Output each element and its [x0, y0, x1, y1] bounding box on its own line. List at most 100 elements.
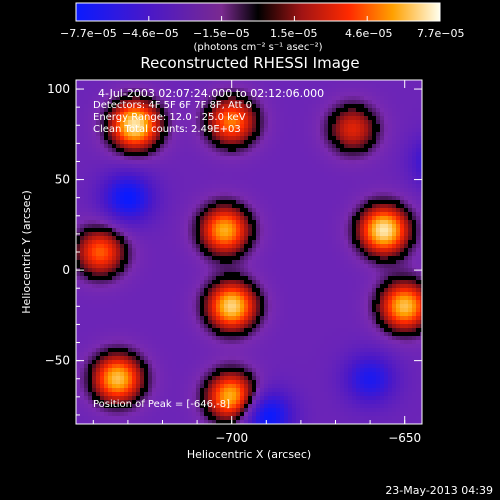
heatmap-cell — [120, 244, 124, 248]
heatmap-cell — [236, 264, 240, 268]
heatmap-cell — [276, 132, 280, 136]
heatmap-cell — [356, 136, 360, 140]
heatmap-cell — [148, 116, 152, 120]
heatmap-cell — [112, 200, 116, 204]
heatmap-cell — [332, 188, 336, 192]
heatmap-cell — [216, 136, 220, 140]
heatmap-cell — [300, 176, 304, 180]
heatmap-cell — [188, 104, 192, 108]
heatmap-cell — [316, 164, 320, 168]
heatmap-cell — [360, 260, 364, 264]
heatmap-cell — [168, 112, 172, 116]
colorbar-tick-label-3: 1.5e−05 — [270, 27, 317, 40]
heatmap-cell — [228, 144, 232, 148]
heatmap-cell — [420, 224, 422, 228]
heatmap-cell — [308, 240, 312, 244]
heatmap-cell — [312, 264, 316, 268]
heatmap-cell — [284, 232, 288, 236]
heatmap-cell — [140, 240, 144, 244]
heatmap-cell — [264, 268, 268, 272]
heatmap-cell — [368, 88, 372, 92]
heatmap-cell — [176, 292, 180, 296]
heatmap-cell — [288, 140, 292, 144]
heatmap-cell — [216, 212, 220, 216]
heatmap-cell — [240, 176, 244, 180]
heatmap-cell — [416, 128, 420, 132]
heatmap-cell — [168, 108, 172, 112]
heatmap-cell — [88, 232, 92, 236]
heatmap-cell — [92, 236, 96, 240]
heatmap-cell — [88, 160, 92, 164]
heatmap-cell — [380, 96, 384, 100]
heatmap-cell — [200, 292, 204, 296]
heatmap-cell — [172, 216, 176, 220]
heatmap-cell — [376, 304, 380, 308]
heatmap-cell — [92, 288, 96, 292]
heatmap-cell — [144, 240, 148, 244]
heatmap-cell — [388, 168, 392, 172]
heatmap-cell — [92, 100, 96, 104]
heatmap-cell — [296, 224, 300, 228]
heatmap-cell — [328, 200, 332, 204]
heatmap-cell — [184, 224, 188, 228]
heatmap-cell — [148, 88, 152, 92]
heatmap-cell — [392, 216, 396, 220]
heatmap-cell — [180, 288, 184, 292]
heatmap-cell — [220, 84, 224, 88]
heatmap-cell — [204, 112, 208, 116]
heatmap-cell — [344, 144, 348, 148]
heatmap-cell — [172, 300, 176, 304]
heatmap-cell — [108, 236, 112, 240]
heatmap-cell — [116, 188, 120, 192]
heatmap-cell — [96, 228, 100, 232]
heatmap-cell — [420, 212, 422, 216]
heatmap-cell — [308, 132, 312, 136]
heatmap-cell — [96, 80, 100, 84]
heatmap-cell — [212, 172, 216, 176]
heatmap-cell — [252, 96, 256, 100]
heatmap-cell — [132, 164, 136, 168]
heatmap-cell — [404, 188, 408, 192]
heatmap-cell — [164, 308, 168, 312]
heatmap-cell — [292, 108, 296, 112]
heatmap-cell — [120, 160, 124, 164]
heatmap-cell — [364, 188, 368, 192]
heatmap-cell — [348, 236, 352, 240]
heatmap-cell — [236, 180, 240, 184]
heatmap-cell — [148, 144, 152, 148]
heatmap-cell — [76, 152, 80, 156]
heatmap-cell — [136, 288, 140, 292]
heatmap-cell — [340, 300, 344, 304]
heatmap-cell — [156, 244, 160, 248]
heatmap-cell — [172, 220, 176, 224]
heatmap-cell — [300, 296, 304, 300]
heatmap-cell — [312, 152, 316, 156]
heatmap-cell — [400, 228, 404, 232]
heatmap-cell — [244, 124, 248, 128]
heatmap-cell — [148, 96, 152, 100]
heatmap-cell — [252, 168, 256, 172]
heatmap-cell — [168, 256, 172, 260]
heatmap-cell — [364, 168, 368, 172]
heatmap-cell — [372, 292, 376, 296]
heatmap-cell — [260, 248, 264, 252]
heatmap-cell — [348, 92, 352, 96]
heatmap-cell — [88, 220, 92, 224]
heatmap-cell — [264, 156, 268, 160]
heatmap-cell — [164, 276, 168, 280]
heatmap-cell — [180, 152, 184, 156]
heatmap-cell — [340, 116, 344, 120]
heatmap-cell — [88, 228, 92, 232]
heatmap-cell — [256, 140, 260, 144]
heatmap-cell — [92, 144, 96, 148]
heatmap-cell — [404, 152, 408, 156]
heatmap-cell — [352, 280, 356, 284]
heatmap-cell — [76, 188, 80, 192]
heatmap-cell — [284, 192, 288, 196]
heatmap-cell — [176, 108, 180, 112]
heatmap-cell — [388, 244, 392, 248]
heatmap-cell — [160, 220, 164, 224]
heatmap-cell — [280, 296, 284, 300]
heatmap-cell — [188, 232, 192, 236]
heatmap-cell — [76, 208, 80, 212]
